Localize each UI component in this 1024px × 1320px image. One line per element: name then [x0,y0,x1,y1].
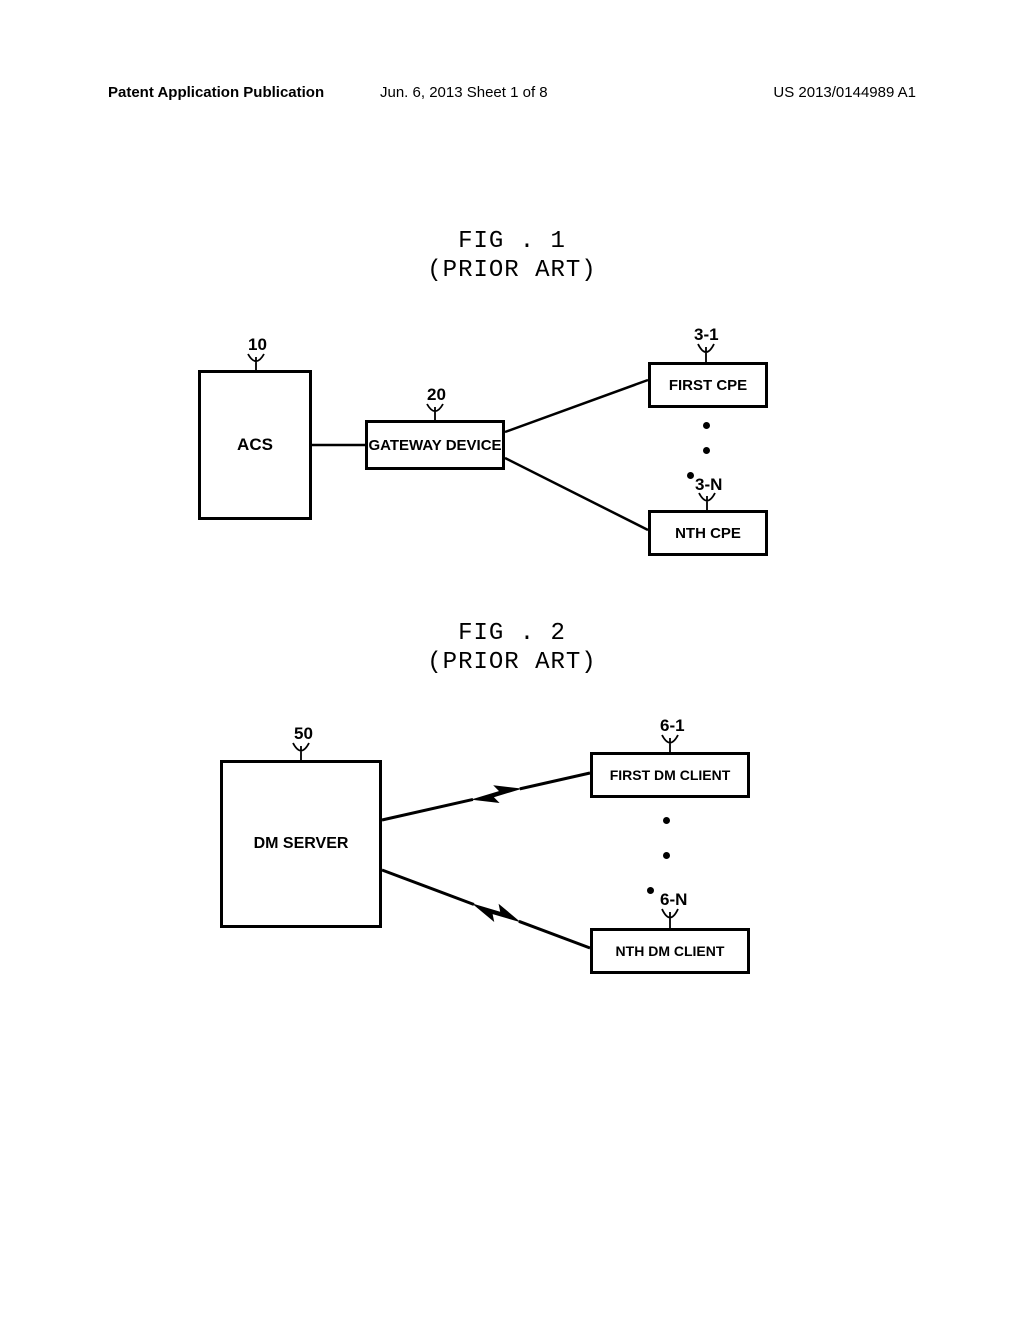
fig1-dot-3 [687,472,694,479]
fig2-dot-1 [663,817,670,824]
fig1-ref-cpe1: 3-1 [694,325,719,345]
fig1-box-cpeN: NTH CPE [648,510,768,556]
fig1-dot-2 [703,447,710,454]
fig2-ref-clientN: 6-N [660,890,687,910]
fig2-box-client1: FIRST DM CLIENT [590,752,750,798]
fig2-ref-client1: 6-1 [660,716,685,736]
fig1-title-line1: FIG . 1 [0,228,1024,257]
fig1-title: FIG . 1 (PRIOR ART) [0,228,1024,286]
fig2-title-line2: (PRIOR ART) [0,649,1024,678]
fig2-box-clientN: NTH DM CLIENT [590,928,750,974]
fig2-box-server: DM SERVER [220,760,382,928]
fig2-dot-2 [663,852,670,859]
fig1-ref-cpeN: 3-N [695,475,722,495]
fig1-title-line2: (PRIOR ART) [0,257,1024,286]
fig1-ref-acs: 10 [248,335,267,355]
header-left: Patent Application Publication [108,84,324,101]
fig1-ref-gateway: 20 [427,385,446,405]
header-right: US 2013/0144989 A1 [773,84,916,101]
fig2-title: FIG . 2 (PRIOR ART) [0,620,1024,678]
fig1-box-gateway: GATEWAY DEVICE [365,420,505,470]
fig1-box-acs: ACS [198,370,312,520]
fig1-box-cpe1: FIRST CPE [648,362,768,408]
fig2-title-line1: FIG . 2 [0,620,1024,649]
header-center: Jun. 6, 2013 Sheet 1 of 8 [380,84,548,101]
fig2-dot-3 [647,887,654,894]
fig1-dot-1 [703,422,710,429]
fig2-ref-server: 50 [294,724,313,744]
